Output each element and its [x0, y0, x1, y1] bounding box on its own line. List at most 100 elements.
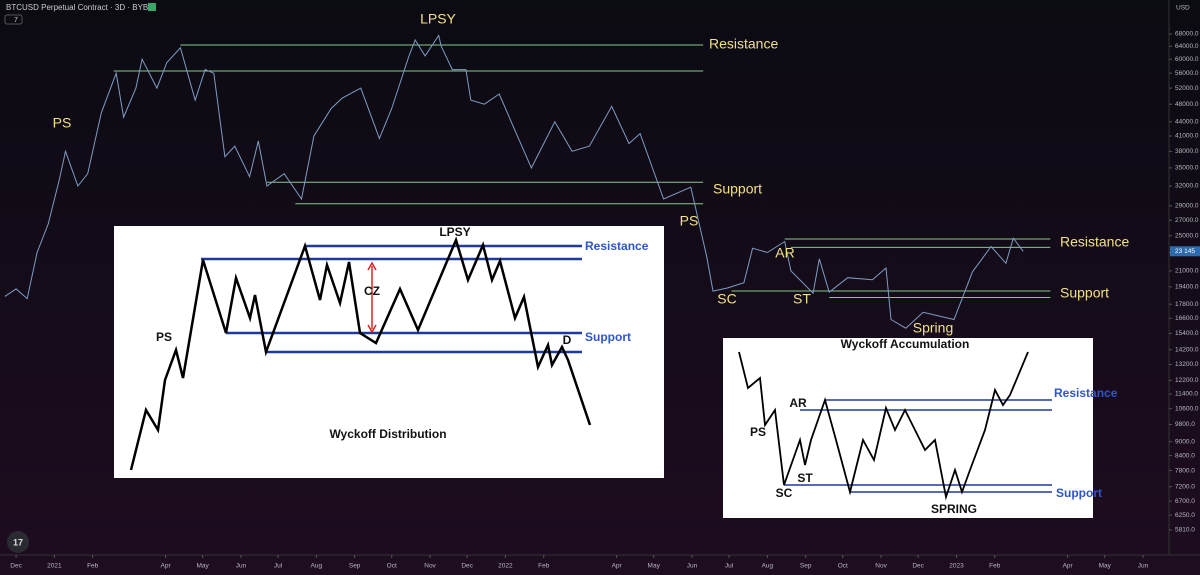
- x-tick-label: Jun: [687, 563, 698, 570]
- label: SC: [776, 486, 793, 500]
- inset-title: Wyckoff Accumulation: [841, 337, 970, 351]
- x-tick-label: May: [648, 563, 661, 570]
- label: Support: [585, 330, 631, 344]
- x-tick-label: Oct: [387, 563, 397, 570]
- annotation: Resistance: [1060, 234, 1129, 250]
- y-tick-label: 44000.0: [1175, 118, 1199, 125]
- y-tick-label: 19400.0: [1175, 284, 1199, 291]
- label: SPRING: [931, 502, 977, 516]
- levels: [201, 244, 582, 354]
- x-tick-label: Jun: [236, 563, 247, 570]
- y-tick-label: 68000.0: [1175, 31, 1199, 38]
- annotation: SC: [717, 291, 736, 307]
- levels: [784, 399, 1052, 493]
- annotation: Spring: [913, 320, 953, 336]
- svg-text:17: 17: [13, 537, 23, 547]
- annotation: LPSY: [420, 11, 456, 27]
- distribution-inset: LPSY Resistance CZ PS Support D Wyckoff …: [114, 225, 664, 478]
- x-tick-label: Sep: [800, 563, 812, 570]
- x-tick-label: May: [1099, 563, 1112, 570]
- label: D: [563, 333, 572, 347]
- label: AR: [789, 396, 807, 410]
- price-line: [4, 34, 1024, 329]
- label: PS: [156, 330, 172, 344]
- tv-logo: 17: [7, 531, 29, 553]
- x-tick-label: Feb: [87, 563, 99, 570]
- label: ST: [797, 471, 813, 485]
- annotation: Resistance: [709, 36, 778, 52]
- accumulation-inset: Wyckoff Accumulation PS AR Resistance ST…: [723, 337, 1118, 518]
- x-tick-label: 2023: [949, 563, 964, 570]
- y-tick-label: 27000.0: [1175, 217, 1199, 224]
- inset-background: [723, 338, 1093, 518]
- y-tick-label: 35000.0: [1175, 165, 1199, 172]
- y-tick-label: 8400.0: [1175, 452, 1195, 459]
- y-tick-label: 9800.0: [1175, 421, 1195, 428]
- last-price-label: 23 145: [1175, 248, 1195, 255]
- cz-arrow: [367, 261, 377, 334]
- annotation: AR: [775, 245, 794, 261]
- y-tick-label: 29000.0: [1175, 203, 1199, 210]
- y-tick-label: 41000.0: [1175, 133, 1199, 140]
- y-tick-label: 21000.0: [1175, 268, 1199, 275]
- annotation: Support: [1060, 285, 1109, 301]
- x-tick-label: Dec: [461, 563, 473, 570]
- indicator-count: 7: [14, 17, 18, 24]
- annotation: Support: [713, 181, 762, 197]
- symbol-title: BTCUSD Perpetual Contract · 3D · BYBIT: [6, 3, 155, 12]
- y-tick-label: 15400.0: [1175, 330, 1199, 337]
- y-tick-label: 56000.0: [1175, 70, 1199, 77]
- x-tick-label: Apr: [1063, 563, 1074, 570]
- x-tick-label: Apr: [612, 563, 623, 570]
- y-tick-label: 10600.0: [1175, 405, 1199, 412]
- y-tick-label: 32000.0: [1175, 183, 1199, 190]
- y-tick-label: 9000.0: [1175, 438, 1195, 445]
- label: Resistance: [1054, 386, 1118, 400]
- status-icon: [148, 3, 156, 11]
- label: CZ: [364, 284, 380, 298]
- y-tick-label: 6700.0: [1175, 498, 1195, 505]
- y-tick-label: 14200.0: [1175, 346, 1199, 353]
- x-tick-label: Apr: [161, 563, 172, 570]
- x-tick-label: Jul: [274, 563, 283, 570]
- label: PS: [750, 425, 766, 439]
- schematic-line: [129, 236, 592, 471]
- x-tick-label: Jul: [725, 563, 734, 570]
- y-tick-label: 60000.0: [1175, 56, 1199, 63]
- y-tick-label: 13200.0: [1175, 361, 1199, 368]
- y-tick-label: 5810.0: [1175, 527, 1195, 534]
- x-tick-label: Nov: [875, 563, 887, 570]
- y-tick-label: 7200.0: [1175, 483, 1195, 490]
- y-tick-label: 17800.0: [1175, 301, 1199, 308]
- x-tick-label: Nov: [424, 563, 436, 570]
- annotation: PS: [53, 115, 72, 131]
- y-tick-label: 16600.0: [1175, 315, 1199, 322]
- label: Resistance: [585, 239, 649, 253]
- y-tick-label: 7800.0: [1175, 467, 1195, 474]
- x-tick-label: 2022: [498, 563, 513, 570]
- x-tick-label: May: [197, 563, 210, 570]
- last-price-tag: [1170, 246, 1200, 257]
- annotation: PS: [680, 213, 699, 229]
- y-tick-label: 48000.0: [1175, 101, 1199, 108]
- label: LPSY: [439, 225, 470, 239]
- x-tick-label: Jun: [1138, 563, 1149, 570]
- y-tick-label: 38000.0: [1175, 148, 1199, 155]
- y-tick-label: 6250.0: [1175, 512, 1195, 519]
- x-tick-label: Feb: [538, 563, 550, 570]
- x-tick-label: Feb: [989, 563, 1001, 570]
- y-tick-label: 25000.0: [1175, 232, 1199, 239]
- price-chart: 68000.0 64000.0 60000.0 56000.0 52000.0 48000…: [4, 31, 1200, 570]
- y-tick-label: 11400.0: [1175, 391, 1198, 398]
- y-tick-label: 52000.0: [1175, 85, 1199, 92]
- x-tick-label: Oct: [838, 563, 848, 570]
- x-tick-label: Aug: [762, 563, 774, 570]
- x-tick-label: Sep: [349, 563, 361, 570]
- y-tick-label: 64000.0: [1175, 43, 1199, 50]
- label: Support: [1056, 486, 1102, 500]
- indicator-box: [4, 14, 23, 25]
- x-tick-label: Dec: [912, 563, 924, 570]
- x-tick-label: Dec: [10, 563, 22, 570]
- x-tick-label: Aug: [311, 563, 323, 570]
